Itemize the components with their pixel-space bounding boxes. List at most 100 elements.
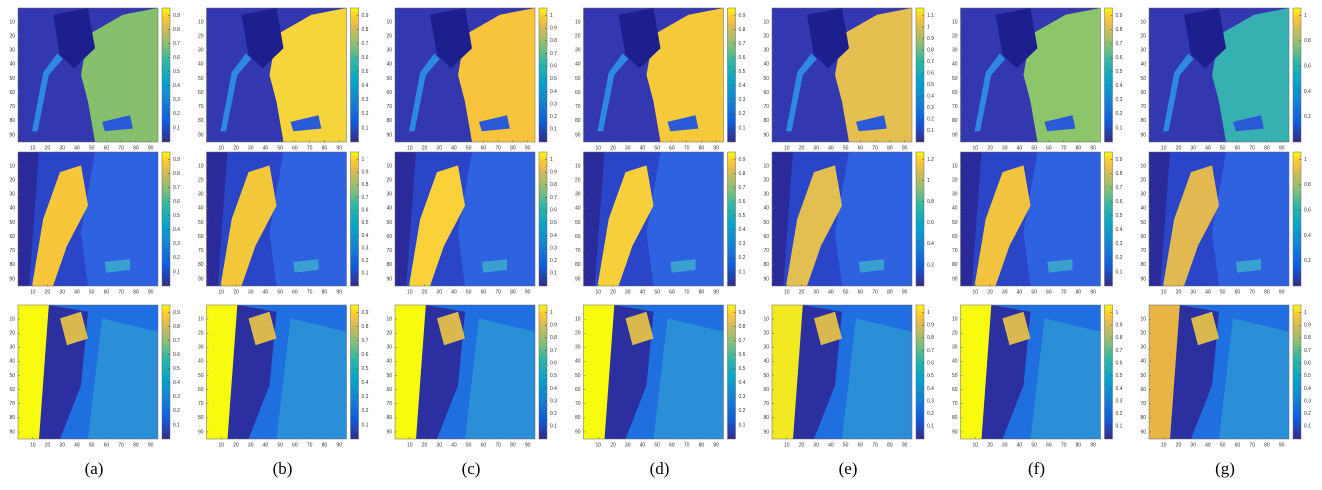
x-tick-label: 80 bbox=[510, 289, 516, 295]
x-tick-label: 60 bbox=[1046, 442, 1052, 448]
colorbar-tick-label: 0.4 bbox=[739, 380, 746, 386]
map-region bbox=[458, 152, 535, 286]
x-tick-label: 40 bbox=[263, 145, 269, 151]
x-tick-label: 30 bbox=[59, 442, 65, 448]
x-tick-label: 80 bbox=[699, 145, 705, 151]
y-tick-label: 60 bbox=[575, 234, 581, 240]
x-tick-label: 70 bbox=[118, 145, 124, 151]
colorbar-tick-label: 0.9 bbox=[739, 13, 746, 19]
colorbar-tick-label: 0.6 bbox=[1304, 360, 1311, 366]
x-tick-label: 50 bbox=[466, 289, 472, 295]
y-tick-label: 80 bbox=[9, 262, 15, 268]
y-tick-label: 40 bbox=[1140, 206, 1146, 212]
y-tick-label: 70 bbox=[386, 248, 392, 254]
y-tick-label: 20 bbox=[1140, 34, 1146, 40]
x-tick-label: 20 bbox=[987, 145, 993, 151]
x-tick-label: 30 bbox=[1002, 289, 1008, 295]
colorbar-tick-label: 0.7 bbox=[362, 338, 369, 344]
map-region bbox=[18, 152, 39, 286]
y-tick-label: 70 bbox=[1140, 104, 1146, 110]
colorbar bbox=[915, 151, 925, 287]
y-tick-label: 50 bbox=[575, 373, 581, 379]
colorbar-tick-label: 1 bbox=[1304, 157, 1307, 163]
map-region bbox=[220, 53, 252, 132]
y-tick-label: 70 bbox=[952, 104, 958, 110]
x-tick-label: 70 bbox=[307, 289, 313, 295]
y-tick-label: 80 bbox=[386, 118, 392, 124]
y-tick-label: 90 bbox=[386, 276, 392, 282]
colorbar-tick-label: 0.9 bbox=[1116, 13, 1123, 19]
x-tick-label: 20 bbox=[987, 289, 993, 295]
map-region bbox=[32, 165, 88, 286]
y-tick-label: 20 bbox=[198, 178, 204, 184]
y-tick-label: 30 bbox=[763, 345, 769, 351]
colorbar-tick-label: 0.5 bbox=[927, 373, 934, 379]
map-region bbox=[1184, 8, 1226, 69]
abundance-map bbox=[583, 305, 724, 439]
map-region bbox=[583, 152, 605, 286]
y-tick-label: 40 bbox=[9, 359, 15, 365]
colorbar-tick-label: 0.6 bbox=[1116, 55, 1123, 61]
colorbar-tick-label: 0.2 bbox=[362, 408, 369, 414]
y-tick-label: 80 bbox=[198, 118, 204, 124]
y-tick-label: 60 bbox=[575, 90, 581, 96]
x-tick-label: 10 bbox=[595, 145, 601, 151]
y-tick-label: 40 bbox=[952, 206, 958, 212]
map-region bbox=[1212, 8, 1289, 142]
map-region bbox=[81, 152, 158, 286]
y-tick-label: 30 bbox=[575, 192, 581, 198]
y-tick-label: 20 bbox=[386, 34, 392, 40]
colorbar-tick-label: 0.4 bbox=[362, 233, 369, 239]
y-tick-label: 30 bbox=[575, 345, 581, 351]
y-tick-label: 80 bbox=[1140, 415, 1146, 421]
y-tick-label: 70 bbox=[198, 248, 204, 254]
colorbar-tick-label: 1 bbox=[927, 310, 930, 316]
x-tick-label: 50 bbox=[277, 289, 283, 295]
y-tick-label: 70 bbox=[763, 104, 769, 110]
y-tick-label: 40 bbox=[952, 62, 958, 68]
x-tick-label: 50 bbox=[654, 289, 660, 295]
colorbar-tick-label: 0.4 bbox=[550, 233, 557, 239]
colorbar-tick-label: 0.7 bbox=[362, 41, 369, 47]
x-tick-label: 90 bbox=[1279, 289, 1285, 295]
y-tick-label: 20 bbox=[763, 178, 769, 184]
x-tick-label: 90 bbox=[336, 145, 342, 151]
y-tick-label: 70 bbox=[198, 104, 204, 110]
y-tick-label: 80 bbox=[763, 262, 769, 268]
abundance-map bbox=[395, 152, 535, 286]
colorbar-tick-label: 0.3 bbox=[739, 97, 746, 103]
x-tick-label: 20 bbox=[799, 289, 805, 295]
x-tick-label: 30 bbox=[1002, 145, 1008, 151]
colorbar bbox=[538, 7, 548, 143]
x-tick-label: 90 bbox=[148, 289, 154, 295]
y-tick-label: 30 bbox=[1140, 192, 1146, 198]
map-region bbox=[104, 259, 130, 273]
colorbar-tick-label: 0.5 bbox=[173, 366, 180, 372]
y-tick-label: 10 bbox=[1140, 316, 1146, 322]
colorbar-tick-label: 0.7 bbox=[550, 51, 557, 57]
x-tick-label: 10 bbox=[30, 442, 36, 448]
y-tick-label: 30 bbox=[198, 192, 204, 198]
x-tick-label: 60 bbox=[1235, 289, 1241, 295]
x-tick-label: 80 bbox=[133, 289, 139, 295]
colorbar-tick-label: 0.2 bbox=[1116, 255, 1123, 261]
y-tick-label: 90 bbox=[952, 132, 958, 138]
abundance-map bbox=[395, 8, 535, 142]
y-tick-label: 60 bbox=[763, 234, 769, 240]
map-region bbox=[653, 318, 724, 439]
abundance-map bbox=[395, 305, 535, 439]
colorbar-tick-label: 0.6 bbox=[550, 207, 557, 213]
map-frame bbox=[206, 304, 347, 440]
colorbar bbox=[161, 7, 171, 143]
colorbar-tick-label: 0.2 bbox=[362, 111, 369, 117]
x-tick-label: 30 bbox=[625, 289, 631, 295]
map-region bbox=[667, 115, 699, 132]
x-tick-label: 30 bbox=[436, 442, 442, 448]
y-tick-label: 20 bbox=[198, 331, 204, 337]
y-tick-label: 40 bbox=[952, 359, 958, 365]
map-region bbox=[807, 8, 849, 69]
colorbar-tick-label: 0.8 bbox=[1304, 335, 1311, 341]
panel-label: (b) bbox=[273, 459, 293, 478]
colorbar-tick-label: 0.9 bbox=[927, 36, 934, 42]
colorbar-tick-label: 0.3 bbox=[362, 97, 369, 103]
